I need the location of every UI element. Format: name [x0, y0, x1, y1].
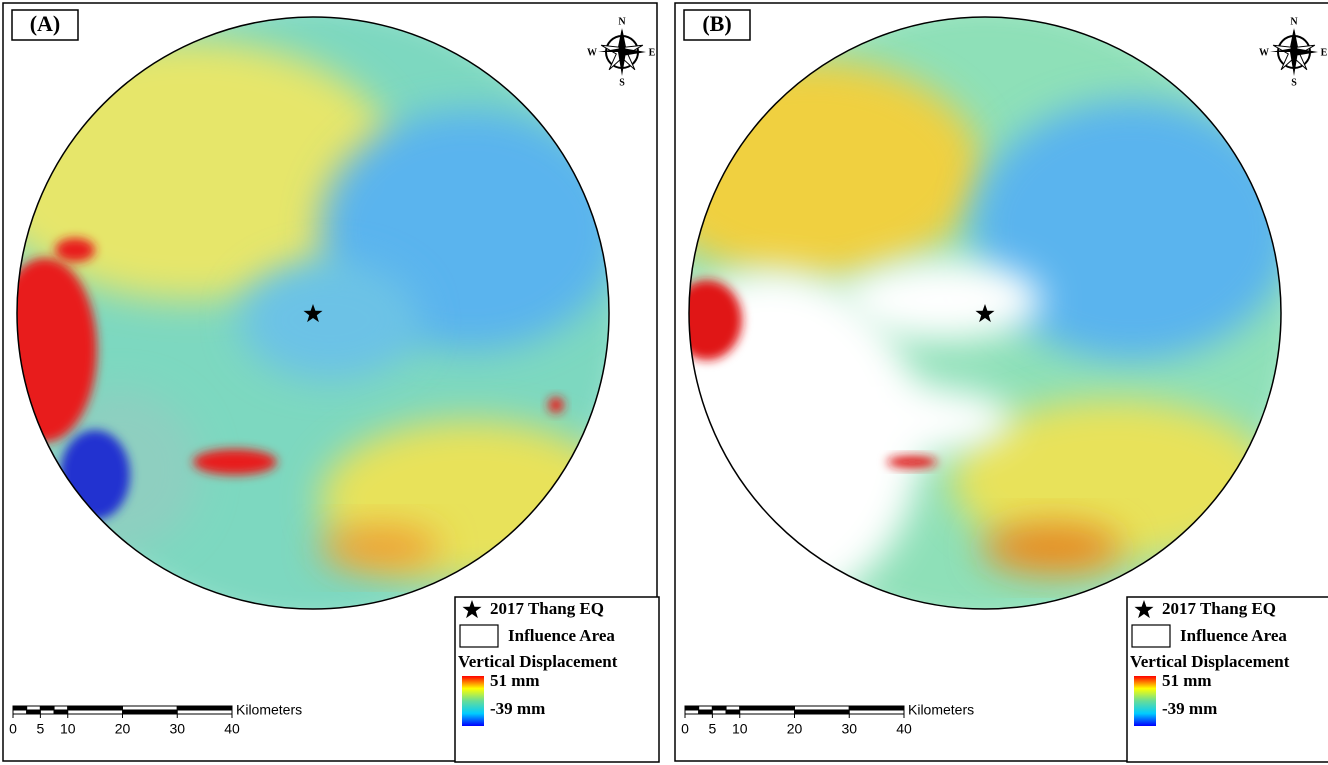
legend-area-swatch	[1132, 625, 1170, 647]
scale-bar-segment	[685, 710, 699, 714]
scale-bar-segment	[13, 710, 27, 714]
scale-tick-label: 40	[896, 721, 912, 737]
legend-title: Vertical Displacement	[1130, 652, 1290, 671]
scale-bar-segment	[123, 710, 178, 714]
scale-unit: Kilometers	[236, 702, 302, 718]
scale-bar-segment	[740, 706, 795, 710]
scale-bar-segment	[123, 706, 178, 710]
displacement-patch	[548, 397, 564, 413]
scale-unit: Kilometers	[908, 702, 974, 718]
scale-tick-label: 20	[115, 721, 131, 737]
scale-bar-segment	[849, 706, 904, 710]
displacement-patch	[55, 238, 95, 262]
legend-max: 51 mm	[490, 671, 540, 690]
compass-w: W	[587, 47, 597, 58]
compass-e: E	[1321, 47, 1328, 58]
legend-area-swatch	[460, 625, 498, 647]
legend-ramp	[462, 676, 484, 726]
scale-bar-segment	[13, 706, 27, 710]
scale-tick-label: 5	[708, 721, 716, 737]
scale-bar-segment	[726, 710, 740, 714]
scale-bar-segment	[849, 710, 904, 714]
scale-bar-segment	[685, 706, 699, 710]
page: {"panels": [ {"label": "(A)", "compass":…	[0, 0, 1328, 765]
scale-bar-segment	[40, 706, 54, 710]
scale-bar-segment	[27, 706, 41, 710]
displacement-zone	[982, 523, 1122, 573]
scale-bar-segment	[712, 706, 726, 710]
map-panel: (A) N S W E 2017 Thang EQ Influence Area Vertic…	[0, 0, 659, 762]
scale-bar-segment	[726, 706, 740, 710]
scale-bar-segment	[54, 706, 68, 710]
displacement-patch	[193, 449, 277, 475]
scale-tick-label: 40	[224, 721, 240, 737]
displacement-zone	[842, 260, 1042, 340]
panel-label: (A)	[30, 11, 61, 36]
compass-e: E	[649, 47, 656, 58]
figure: (A) N S W E 2017 Thang EQ Influence Area Vertic…	[0, 0, 1328, 765]
displacement-zone	[320, 526, 440, 570]
legend-min: -39 mm	[490, 699, 545, 718]
scale-bar-segment	[68, 710, 123, 714]
scale-tick-label: 5	[36, 721, 44, 737]
scale-bar-segment	[699, 710, 713, 714]
scale-bar-segment	[712, 710, 726, 714]
legend-ramp	[1134, 676, 1156, 726]
displacement-zone	[792, 385, 1012, 455]
scale-bar-segment	[54, 710, 68, 714]
scale-bar-segment	[795, 710, 850, 714]
scale-bar-segment	[740, 710, 795, 714]
legend-box	[1127, 597, 1328, 762]
legend-area: Influence Area	[1180, 626, 1287, 645]
map-panel: (B) N S W E 2017 Thang EQ Influence Area Vertic…	[622, 0, 1328, 762]
displacement-patch	[887, 456, 937, 468]
scale-tick-label: 10	[732, 721, 748, 737]
scale-tick-label: 10	[60, 721, 76, 737]
compass-s: S	[1291, 77, 1297, 88]
compass-w: W	[1259, 47, 1269, 58]
legend-min: -39 mm	[1162, 699, 1217, 718]
scale-tick-label: 0	[9, 721, 17, 737]
scale-tick-label: 20	[787, 721, 803, 737]
legend-epicenter: 2017 Thang EQ	[1162, 599, 1276, 618]
scale-tick-label: 30	[169, 721, 185, 737]
legend-area: Influence Area	[508, 626, 615, 645]
legend-max: 51 mm	[1162, 671, 1212, 690]
compass-n: N	[1290, 16, 1298, 27]
compass-n: N	[618, 16, 626, 27]
compass-s: S	[619, 77, 625, 88]
legend-box	[455, 597, 659, 762]
panel-label: (B)	[702, 11, 731, 36]
scale-bar-segment	[177, 710, 232, 714]
legend-title: Vertical Displacement	[458, 652, 618, 671]
scale-tick-label: 0	[681, 721, 689, 737]
scale-bar-segment	[27, 710, 41, 714]
scale-bar-segment	[795, 706, 850, 710]
scale-bar-segment	[40, 710, 54, 714]
legend-epicenter: 2017 Thang EQ	[490, 599, 604, 618]
scale-bar-segment	[68, 706, 123, 710]
scale-tick-label: 30	[841, 721, 857, 737]
scale-bar-segment	[177, 706, 232, 710]
displacement-zone	[240, 260, 420, 380]
scale-bar-segment	[699, 706, 713, 710]
